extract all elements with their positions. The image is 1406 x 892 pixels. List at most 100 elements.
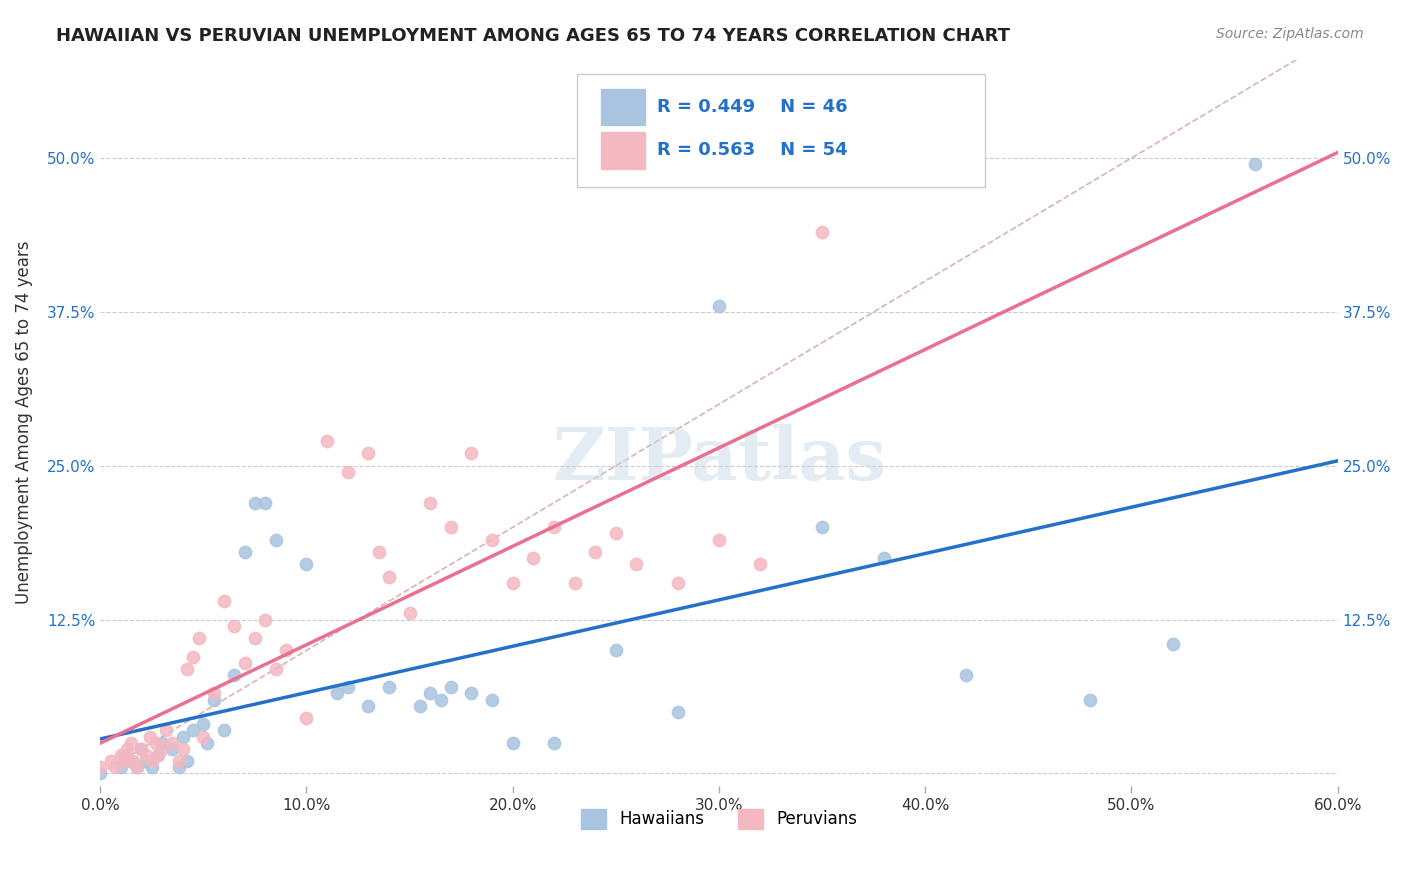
Point	[811, 225, 834, 239]
Point	[707, 533, 730, 547]
Point	[336, 681, 359, 695]
Point	[146, 747, 169, 762]
Text: Source: ZipAtlas.com: Source: ZipAtlas.com	[1216, 27, 1364, 41]
Point	[367, 545, 389, 559]
Point	[197, 736, 219, 750]
Point	[316, 434, 339, 449]
Point	[110, 760, 132, 774]
Point	[167, 760, 190, 774]
Point	[429, 692, 451, 706]
Point	[1244, 157, 1267, 171]
Point	[481, 533, 503, 547]
Point	[150, 736, 173, 750]
Point	[89, 766, 111, 780]
Point	[583, 545, 606, 559]
Point	[172, 730, 194, 744]
Point	[176, 754, 198, 768]
Point	[212, 594, 235, 608]
Point	[605, 526, 627, 541]
Point	[419, 496, 441, 510]
Point	[162, 736, 184, 750]
Point	[202, 692, 225, 706]
Point	[955, 668, 977, 682]
Point	[295, 558, 318, 572]
Legend: Hawaiians, Peruvians: Hawaiians, Peruvians	[574, 802, 863, 836]
FancyBboxPatch shape	[576, 74, 986, 186]
Point	[605, 643, 627, 657]
Point	[135, 754, 157, 768]
Point	[202, 686, 225, 700]
Point	[224, 619, 246, 633]
FancyBboxPatch shape	[602, 88, 645, 125]
Point	[873, 551, 896, 566]
Point	[295, 711, 318, 725]
Point	[398, 607, 420, 621]
Text: ZIPatlas: ZIPatlas	[553, 424, 886, 494]
Point	[131, 742, 153, 756]
Point	[150, 742, 173, 756]
Point	[114, 747, 136, 762]
Point	[254, 496, 277, 510]
Point	[336, 465, 359, 479]
Point	[626, 558, 648, 572]
Point	[120, 754, 142, 768]
Point	[224, 668, 246, 682]
Point	[378, 569, 401, 583]
Point	[110, 747, 132, 762]
Point	[264, 662, 287, 676]
Point	[326, 686, 349, 700]
Point	[104, 760, 127, 774]
Point	[100, 754, 122, 768]
Text: HAWAIIAN VS PERUVIAN UNEMPLOYMENT AMONG AGES 65 TO 74 YEARS CORRELATION CHART: HAWAIIAN VS PERUVIAN UNEMPLOYMENT AMONG …	[56, 27, 1011, 45]
Point	[167, 754, 190, 768]
Point	[122, 754, 145, 768]
Point	[543, 736, 565, 750]
Point	[409, 698, 432, 713]
Point	[127, 760, 149, 774]
Point	[666, 575, 689, 590]
Point	[212, 723, 235, 738]
Point	[481, 692, 503, 706]
Point	[1078, 692, 1101, 706]
Point	[181, 723, 204, 738]
Point	[460, 686, 482, 700]
Point	[564, 575, 586, 590]
Point	[440, 520, 463, 534]
Point	[378, 681, 401, 695]
Point	[357, 446, 380, 460]
Point	[146, 747, 169, 762]
Point	[707, 299, 730, 313]
Text: R = 0.563    N = 54: R = 0.563 N = 54	[657, 141, 848, 160]
Y-axis label: Unemployment Among Ages 65 to 74 years: Unemployment Among Ages 65 to 74 years	[15, 241, 32, 605]
Point	[141, 754, 163, 768]
Point	[264, 533, 287, 547]
Point	[254, 613, 277, 627]
Point	[811, 520, 834, 534]
Point	[522, 551, 544, 566]
Point	[233, 545, 256, 559]
Point	[274, 643, 297, 657]
Point	[233, 656, 256, 670]
Point	[139, 730, 162, 744]
Point	[502, 575, 524, 590]
Point	[155, 723, 177, 738]
Point	[120, 736, 142, 750]
Point	[89, 760, 111, 774]
Point	[114, 754, 136, 768]
Point	[749, 558, 772, 572]
Point	[176, 662, 198, 676]
Point	[135, 747, 157, 762]
Point	[181, 649, 204, 664]
Point	[440, 681, 463, 695]
Point	[666, 705, 689, 719]
Point	[419, 686, 441, 700]
Point	[131, 742, 153, 756]
Point	[460, 446, 482, 460]
Point	[193, 730, 215, 744]
Point	[162, 742, 184, 756]
Text: R = 0.449    N = 46: R = 0.449 N = 46	[657, 98, 848, 116]
Point	[172, 742, 194, 756]
Point	[193, 717, 215, 731]
Point	[115, 742, 138, 756]
Point	[243, 496, 266, 510]
